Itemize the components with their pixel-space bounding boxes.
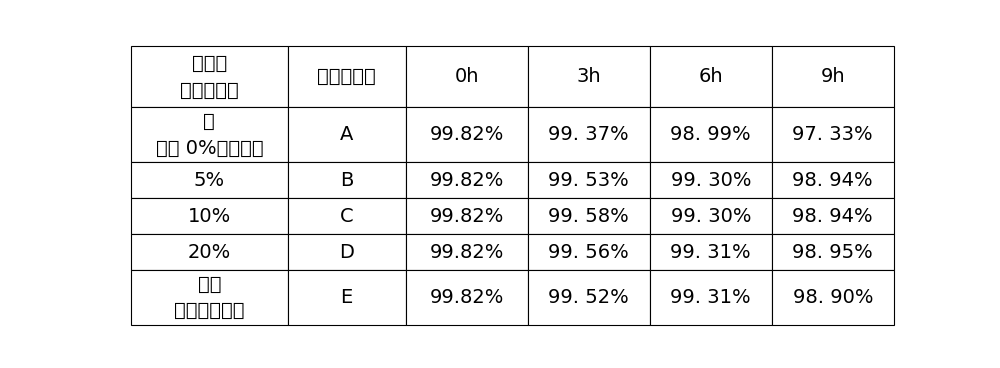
Text: 99.82%: 99.82%: [430, 207, 504, 226]
Bar: [528, 107, 650, 162]
Bar: [650, 270, 772, 325]
Text: 99. 58%: 99. 58%: [548, 207, 629, 226]
Text: 99. 56%: 99. 56%: [548, 243, 629, 262]
Text: 98. 99%: 98. 99%: [670, 125, 751, 144]
Bar: [131, 234, 288, 270]
Bar: [772, 198, 894, 234]
Text: A: A: [340, 125, 353, 144]
Bar: [288, 270, 406, 325]
Bar: [772, 270, 894, 325]
Bar: [650, 162, 772, 198]
Bar: [650, 198, 772, 234]
Text: 3h: 3h: [576, 67, 601, 86]
Text: 9h: 9h: [820, 67, 845, 86]
Text: 99. 52%: 99. 52%: [548, 288, 629, 307]
Bar: [288, 234, 406, 270]
Text: 99. 31%: 99. 31%: [670, 288, 751, 307]
Bar: [406, 107, 528, 162]
Bar: [131, 270, 288, 325]
Text: 20%: 20%: [188, 243, 231, 262]
Text: 99. 31%: 99. 31%: [670, 243, 751, 262]
Bar: [131, 46, 288, 107]
Bar: [772, 162, 894, 198]
Bar: [528, 270, 650, 325]
Bar: [528, 234, 650, 270]
Bar: [528, 162, 650, 198]
Bar: [528, 46, 650, 107]
Text: 99.82%: 99.82%: [430, 288, 504, 307]
Bar: [131, 162, 288, 198]
Text: 氯氧头孢酸: 氯氧头孢酸: [317, 67, 376, 86]
Bar: [406, 270, 528, 325]
Bar: [528, 198, 650, 234]
Bar: [288, 162, 406, 198]
Text: 水
（即 0%氯化钓）: 水 （即 0%氯化钓）: [156, 112, 263, 158]
Bar: [406, 46, 528, 107]
Bar: [772, 234, 894, 270]
Text: 99. 37%: 99. 37%: [548, 125, 629, 144]
Text: 6h: 6h: [698, 67, 723, 86]
Bar: [650, 107, 772, 162]
Text: 97. 33%: 97. 33%: [792, 125, 873, 144]
Bar: [650, 234, 772, 270]
Bar: [406, 162, 528, 198]
Bar: [288, 198, 406, 234]
Text: 98. 90%: 98. 90%: [793, 288, 873, 307]
Bar: [131, 107, 288, 162]
Bar: [650, 46, 772, 107]
Bar: [772, 107, 894, 162]
Text: 98. 94%: 98. 94%: [792, 207, 873, 226]
Bar: [288, 107, 406, 162]
Text: 98. 95%: 98. 95%: [792, 243, 873, 262]
Text: B: B: [340, 171, 353, 190]
Text: D: D: [339, 243, 354, 262]
Text: C: C: [340, 207, 353, 226]
Text: 98. 94%: 98. 94%: [792, 171, 873, 190]
Text: 10%: 10%: [188, 207, 231, 226]
Bar: [406, 198, 528, 234]
Bar: [406, 234, 528, 270]
Text: 99.82%: 99.82%: [430, 243, 504, 262]
Text: 5%: 5%: [194, 171, 225, 190]
Bar: [288, 46, 406, 107]
Text: E: E: [341, 288, 353, 307]
Text: 饱和
氯化钓水溶液: 饱和 氯化钓水溶液: [174, 275, 245, 321]
Text: 0h: 0h: [454, 67, 479, 86]
Text: 99. 53%: 99. 53%: [548, 171, 629, 190]
Bar: [131, 198, 288, 234]
Text: 氯化钓
水溶液浓度: 氯化钓 水溶液浓度: [180, 54, 239, 100]
Text: 99. 30%: 99. 30%: [671, 207, 751, 226]
Text: 99. 30%: 99. 30%: [671, 171, 751, 190]
Text: 99.82%: 99.82%: [430, 171, 504, 190]
Bar: [772, 46, 894, 107]
Text: 99.82%: 99.82%: [430, 125, 504, 144]
